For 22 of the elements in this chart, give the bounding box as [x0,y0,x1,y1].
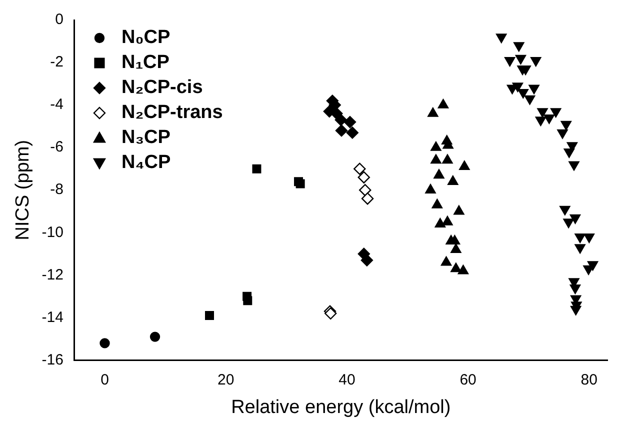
y-axis-title: NICS (ppm) [12,140,34,240]
x-axis-title: Relative energy (kcal/mol) [231,396,451,418]
x-tick-label: 20 [218,371,234,388]
legend-label: N₂CP-trans [121,102,223,124]
y-tick-label: -12 [42,266,64,284]
y-tick-label: -2 [50,54,64,71]
legend-label: N₂CP-cis [121,77,203,98]
y-tick-label: -6 [50,138,64,156]
x-tick-label: 60 [460,371,476,388]
y-tick-label: -14 [42,308,64,326]
legend-label: N₄CP [121,152,171,174]
x-tick-label: 40 [338,371,356,388]
legend-label: N₁CP [121,52,170,74]
legend-label: N₀CP [121,27,170,48]
legend-label: N₃CP [121,127,171,148]
y-tick-label: -16 [42,351,64,368]
y-tick-label: -10 [42,224,64,241]
x-tick-label: 0 [100,371,109,388]
y-tick-label: -4 [50,96,64,114]
y-tick-label: -8 [50,181,64,198]
x-tick-label: 80 [580,371,598,388]
y-tick-label: 0 [55,11,64,28]
